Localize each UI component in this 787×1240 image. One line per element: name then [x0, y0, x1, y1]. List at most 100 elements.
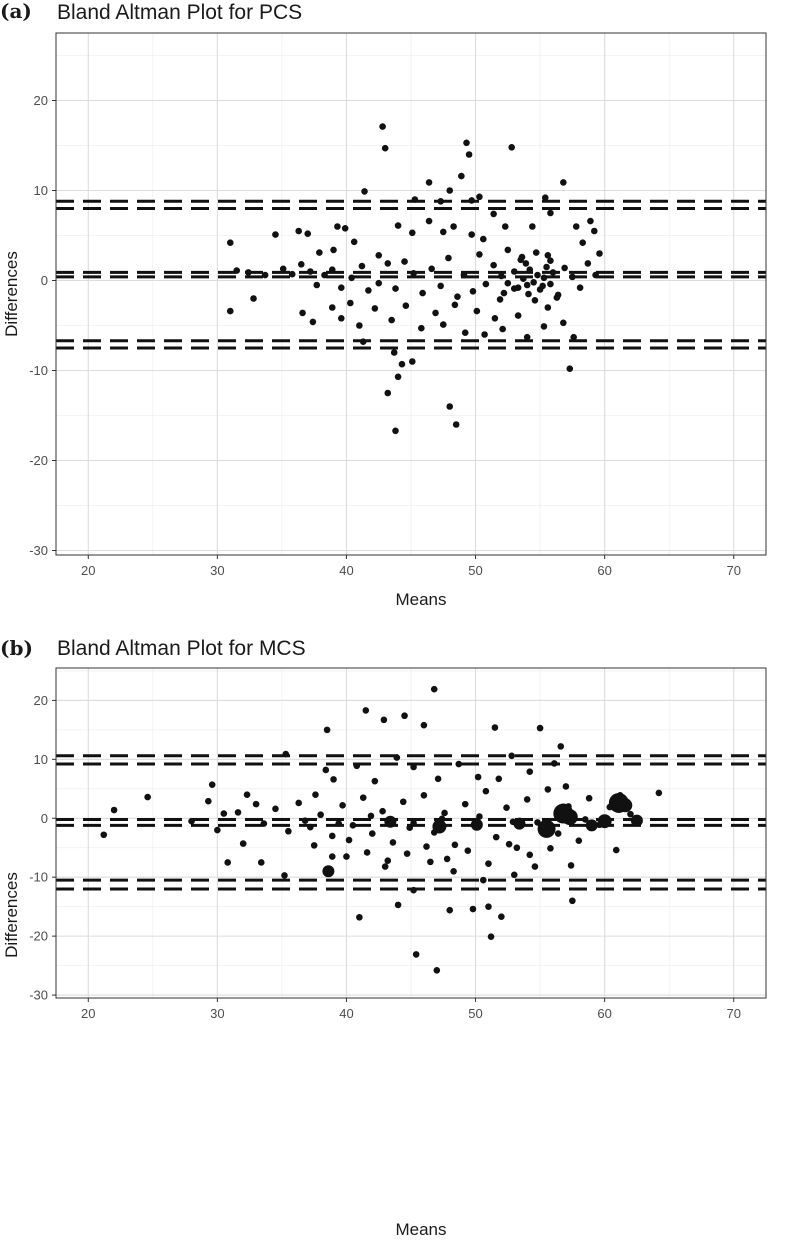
- data-point-large: [630, 814, 643, 827]
- data-point: [434, 775, 442, 783]
- data-point: [245, 269, 252, 276]
- data-point: [469, 905, 477, 913]
- data-point: [445, 254, 452, 262]
- data-point: [322, 766, 330, 774]
- data-point: [428, 265, 435, 273]
- data-point: [301, 817, 309, 824]
- data-point: [307, 823, 314, 831]
- data-point: [504, 246, 512, 254]
- data-point: [281, 872, 288, 879]
- data-point: [410, 270, 417, 277]
- data-point: [359, 794, 367, 801]
- data-point: [499, 325, 506, 333]
- data-point: [402, 302, 410, 310]
- data-point: [530, 279, 537, 286]
- data-point: [359, 338, 367, 346]
- data-point: [579, 239, 586, 246]
- data-point: [337, 315, 345, 322]
- data-point: [420, 791, 428, 799]
- data-point: [208, 781, 216, 788]
- x-tick-label: 50: [468, 563, 482, 578]
- data-point: [461, 800, 469, 808]
- data-point: [425, 217, 433, 225]
- data-point: [317, 811, 324, 819]
- data-point: [234, 809, 242, 816]
- data-point: [214, 826, 221, 834]
- data-point: [411, 196, 419, 203]
- data-point: [307, 268, 314, 275]
- data-point: [468, 231, 475, 238]
- x-tick-label: 30: [210, 1006, 224, 1021]
- y-tick-label: -10: [29, 870, 48, 885]
- data-point: [544, 304, 552, 311]
- data-point: [375, 252, 383, 259]
- data-point: [474, 773, 482, 781]
- data-point: [328, 832, 336, 840]
- data-point: [420, 721, 428, 729]
- y-tick-label: -20: [29, 929, 48, 944]
- data-point: [323, 726, 331, 734]
- data-point: [272, 231, 279, 238]
- x-tick-label: 20: [81, 563, 95, 578]
- data-point: [381, 144, 389, 152]
- data-point: [464, 847, 472, 854]
- data-point: [585, 794, 593, 802]
- data-point: [439, 228, 447, 236]
- data-point: [446, 187, 454, 194]
- data-point: [596, 250, 603, 257]
- data-point: [522, 260, 530, 267]
- data-point: [427, 858, 434, 866]
- data-point: [566, 365, 574, 373]
- data-point: [584, 260, 592, 267]
- data-point: [443, 855, 451, 863]
- data-point: [460, 271, 468, 279]
- data-point: [592, 271, 599, 279]
- data-point: [514, 312, 522, 319]
- data-point: [500, 289, 508, 297]
- data-point: [463, 139, 470, 147]
- data-point: [536, 286, 544, 293]
- data-point: [350, 238, 358, 246]
- data-point: [461, 329, 469, 337]
- data-point: [371, 777, 379, 785]
- data-point: [503, 804, 510, 811]
- data-point: [299, 309, 306, 317]
- data-point-large: [537, 819, 556, 838]
- data-point: [572, 223, 580, 230]
- data-point: [390, 349, 398, 356]
- panel-a-x-ticks: 20 30 40 50 60 70: [81, 555, 741, 578]
- data-point-large: [513, 817, 526, 830]
- data-point: [381, 863, 389, 870]
- data-point: [408, 358, 416, 365]
- data-point: [432, 309, 439, 317]
- data-point: [334, 223, 341, 230]
- data-point: [526, 851, 534, 859]
- data-point: [501, 223, 509, 230]
- data-point: [330, 246, 337, 254]
- data-point: [410, 886, 417, 894]
- data-point: [627, 810, 634, 818]
- data-point: [408, 229, 416, 237]
- data-point: [523, 333, 531, 341]
- data-point: [224, 859, 231, 866]
- data-point: [446, 906, 454, 914]
- data-point: [433, 967, 441, 974]
- data-point: [335, 820, 343, 827]
- data-point: [485, 903, 492, 910]
- data-point: [490, 210, 497, 218]
- data-point: [430, 685, 438, 693]
- data-point: [348, 274, 355, 282]
- data-point: [388, 316, 395, 324]
- data-point: [451, 301, 459, 309]
- data-point: [532, 249, 540, 256]
- data-point: [547, 845, 554, 852]
- data-point: [361, 188, 368, 195]
- data-point: [612, 846, 620, 854]
- data-point: [343, 853, 350, 860]
- data-point: [349, 822, 357, 829]
- data-point: [476, 193, 483, 201]
- data-point: [356, 322, 363, 329]
- data-point: [100, 831, 108, 839]
- data-point-large: [597, 814, 612, 829]
- data-point: [437, 282, 444, 290]
